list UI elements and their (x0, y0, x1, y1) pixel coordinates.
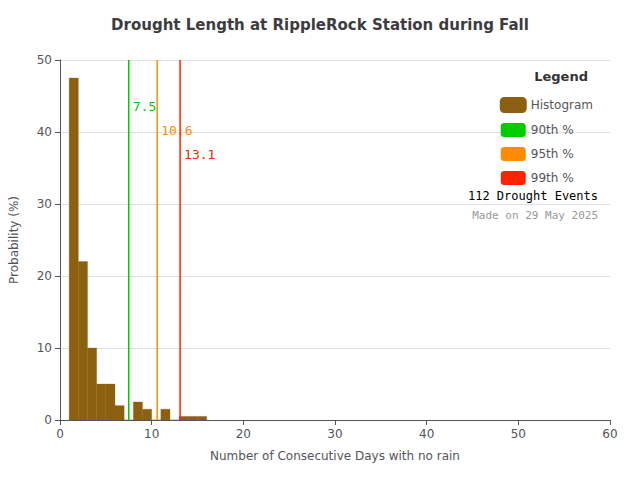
svg-text:112 Drought Events: 112 Drought Events (468, 189, 598, 203)
svg-text:20: 20 (236, 427, 251, 441)
svg-text:30: 30 (327, 427, 342, 441)
svg-text:Legend: Legend (534, 69, 588, 84)
svg-text:Made on 29 May 2025: Made on 29 May 2025 (472, 209, 598, 222)
svg-text:60: 60 (602, 427, 617, 441)
svg-text:50: 50 (511, 427, 526, 441)
svg-text:50: 50 (37, 53, 52, 67)
svg-text:20: 20 (37, 269, 52, 283)
svg-text:Histogram: Histogram (531, 98, 593, 112)
svg-text:95th %: 95th % (531, 147, 574, 161)
svg-text:0: 0 (56, 427, 64, 441)
svg-text:99th %: 99th % (531, 171, 574, 185)
svg-text:Number of Consecutive Days wit: Number of Consecutive Days with no rain (210, 449, 460, 463)
svg-text:10: 10 (37, 341, 52, 355)
svg-text:0: 0 (44, 413, 52, 427)
svg-text:30: 30 (37, 197, 52, 211)
svg-text:10.6: 10.6 (161, 123, 192, 138)
svg-text:90th %: 90th % (531, 123, 574, 137)
svg-text:13.1: 13.1 (184, 147, 215, 162)
svg-text:Probability (%): Probability (%) (7, 196, 21, 284)
svg-text:40: 40 (37, 125, 52, 139)
svg-text:7.5: 7.5 (133, 99, 156, 114)
svg-text:Drought Length at RippleRock S: Drought Length at RippleRock Station dur… (111, 16, 529, 34)
svg-text:40: 40 (419, 427, 434, 441)
svg-text:10: 10 (144, 427, 159, 441)
